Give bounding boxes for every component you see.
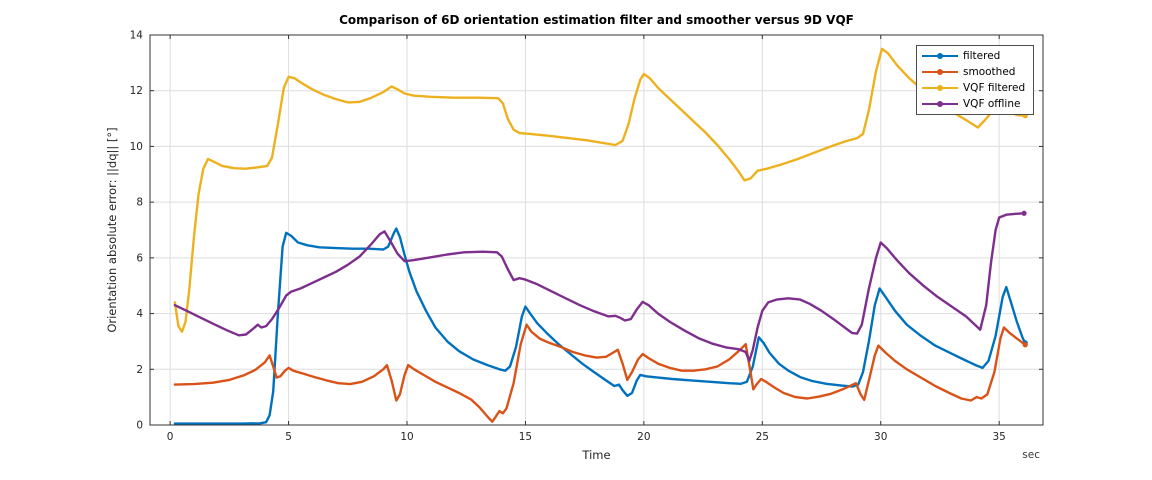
y-tick-label: 0 (136, 420, 143, 432)
x-tick-label: 25 (756, 431, 769, 443)
series-smoothed (173, 323, 1027, 423)
y-tick-label: 12 (130, 85, 143, 97)
y-tick-label: 14 (130, 30, 144, 42)
chart-title: Comparison of 6D orientation estimation … (339, 13, 854, 27)
y-tick-label: 4 (136, 308, 143, 320)
x-tick-label: 30 (874, 431, 887, 443)
legend-line-sample (922, 51, 958, 61)
y-tick-label: 6 (136, 252, 143, 264)
series-filtered (173, 227, 1027, 425)
x-tick-label: 15 (519, 431, 532, 443)
legend-box[interactable]: filtered smoothed VQF filtered VQF offline (916, 45, 1035, 115)
y-axis-label: Orientation absolute error: ||dq|| [°] (105, 127, 119, 333)
x-axis-unit-label: sec (1022, 449, 1040, 461)
y-tick-label: 2 (136, 364, 143, 376)
legend-line-sample (922, 83, 958, 93)
legend-label: filtered (963, 49, 1001, 62)
x-tick-label: 5 (285, 431, 292, 443)
x-axis-label: Time (582, 448, 611, 462)
axes-frame (149, 34, 1044, 426)
legend-item-filtered[interactable]: filtered (922, 48, 1025, 64)
series-end-marker (1022, 342, 1028, 348)
series-VQF-filtered (173, 47, 1027, 333)
legend-item-VQF-offline[interactable]: VQF offline (922, 96, 1025, 112)
legend-item-smoothed[interactable]: smoothed (922, 64, 1025, 80)
legend-label: VQF offline (963, 97, 1021, 110)
y-tick-label: 10 (130, 141, 143, 153)
legend-line-sample (922, 67, 958, 77)
x-tick-label: 10 (400, 431, 413, 443)
legend-label: smoothed (963, 65, 1016, 78)
legend-label: VQF filtered (963, 81, 1026, 94)
series-end-marker (1021, 210, 1027, 216)
x-tick-label: 20 (637, 431, 650, 443)
legend-item-VQF-filtered[interactable]: VQF filtered (922, 80, 1025, 96)
x-tick-label: 35 (992, 431, 1005, 443)
series-VQF-offline (173, 212, 1026, 363)
x-tick-label: 0 (167, 431, 174, 443)
legend-line-sample (922, 99, 958, 109)
y-tick-label: 8 (136, 197, 143, 209)
